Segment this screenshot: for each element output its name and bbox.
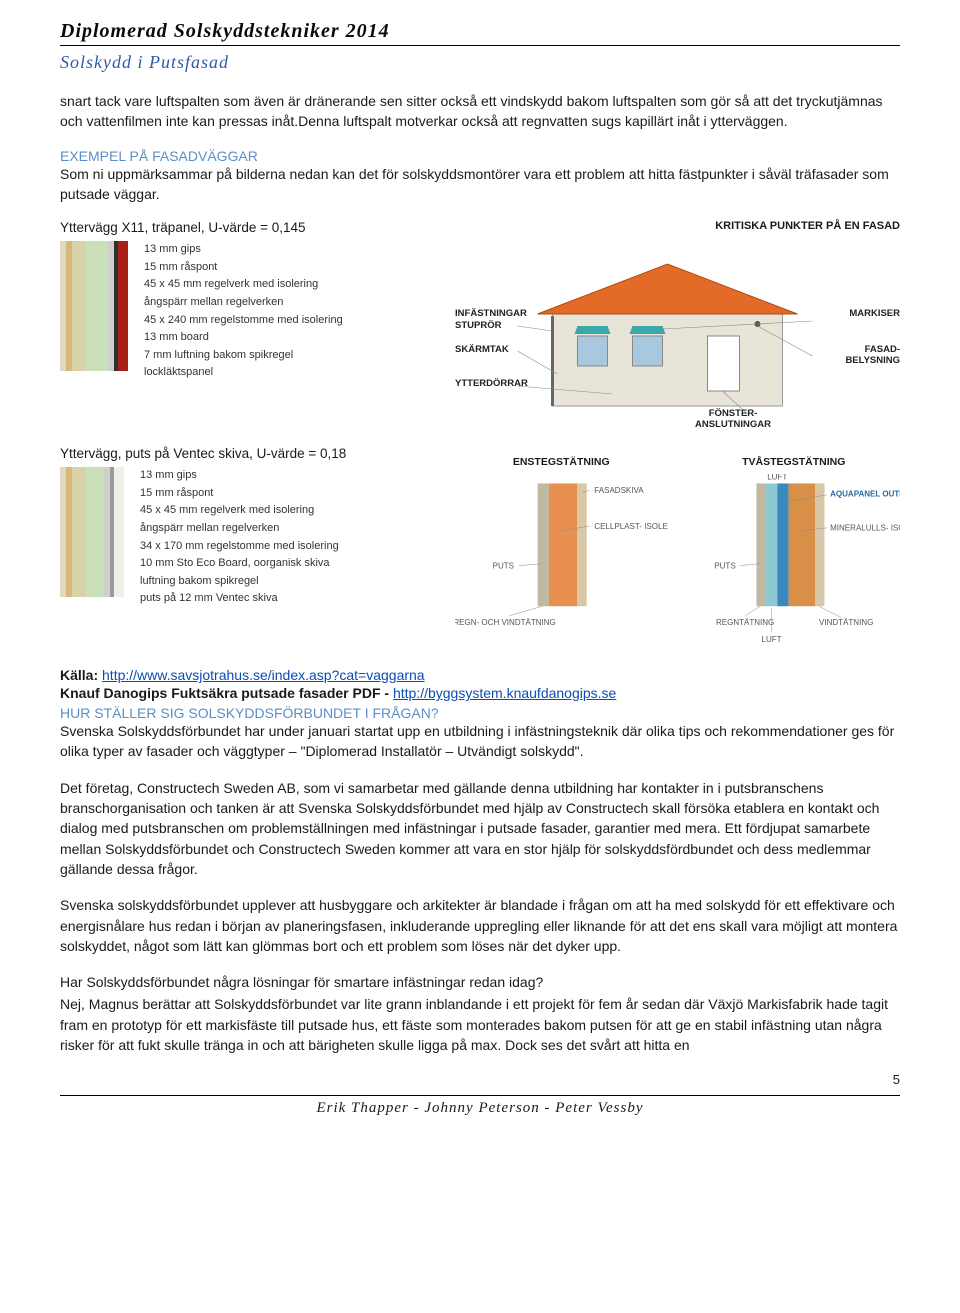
wall-layer-text: 13 mm gips — [144, 241, 343, 259]
house-diagram: KRITISKA PUNKTER PÅ EN FASAD INFÄSTNINGA — [455, 220, 900, 426]
source-kalla: Källa: http://www.savsjotrahus.se/index.… — [60, 667, 900, 683]
enstegs-title: ENSTEGSTÄTNING — [455, 456, 667, 468]
diagram-row-2: Yttervägg, puts på Ventec skiva, U-värde… — [60, 446, 900, 647]
kalla-link[interactable]: http://www.savsjotrahus.se/index.asp?cat… — [102, 667, 425, 683]
wall-layer-text: lockläktspanel — [144, 364, 343, 382]
tvastegs-svg: LUFT AQUAPANEL OUTDOOR MINERALULLS- ISOL… — [688, 474, 900, 644]
wall-layer-text: ångspärr mellan regelverken — [144, 294, 343, 312]
wall-layer-text: 10 mm Sto Eco Board, oorganisk skiva — [140, 555, 339, 573]
lbl-infastningar: INFÄSTNINGAR — [455, 308, 527, 319]
section2-q1: Har Solskyddsförbundet några lösningar f… — [60, 972, 900, 992]
page-subtitle: Solskydd i Putsfasad — [60, 52, 900, 73]
lbl-markiser: MARKISER — [849, 308, 900, 319]
wall-layer-text: luftning bakom spikregel — [140, 573, 339, 591]
wall-diagram-1: Yttervägg X11, träpanel, U-värde = 0,145… — [60, 220, 439, 382]
lbl-ytterdorrar: YTTERDÖRRAR — [455, 378, 528, 389]
svg-text:REGNTÄTNING: REGNTÄTNING — [715, 618, 773, 627]
lbl-stupror: STUPRÖR — [455, 320, 501, 331]
wall-layer-text: 15 mm råspont — [140, 485, 339, 503]
wall-diagram-2: Yttervägg, puts på Ventec skiva, U-värde… — [60, 446, 439, 608]
wall-layer-bar — [72, 467, 86, 597]
section2-p1: Svenska Solskyddsförbundet har under jan… — [60, 721, 900, 762]
intro-paragraph: snart tack vare luftspalten som även är … — [60, 91, 900, 132]
lbl-fonster: FÖNSTER- ANSLUTNINGAR — [695, 408, 771, 430]
page-title: Diplomerad Solskyddstekniker 2014 — [60, 20, 900, 46]
house-title: KRITISKA PUNKTER PÅ EN FASAD — [455, 220, 900, 232]
house-svg — [455, 236, 900, 426]
knauf-label: Knauf Danogips Fuktsäkra putsade fasader… — [60, 685, 393, 701]
wall-layer-text: 15 mm råspont — [144, 259, 343, 277]
wall-layer-text: 45 x 45 mm regelverk med isolering — [140, 502, 339, 520]
section2-p4: Nej, Magnus berättar att Solskyddsförbun… — [60, 994, 900, 1055]
wall-layer-bar — [118, 241, 128, 371]
svg-text:LUFT: LUFT — [761, 635, 781, 644]
wall1-bars — [60, 241, 128, 371]
wall1-layer-list: 13 mm gips15 mm råspont45 x 45 mm regelv… — [144, 241, 343, 382]
wall-layer-text: 45 x 45 mm regelverk med isolering — [144, 276, 343, 294]
wall-layer-text: 13 mm board — [144, 329, 343, 347]
wall2-bars — [60, 467, 124, 597]
example-heading: EXEMPEL PÅ FASADVÄGGAR — [60, 148, 900, 164]
enstegs-svg: FASADSKIVA CELLPLAST- ISOLERING PUTS REG… — [455, 474, 667, 644]
svg-text:PUTS: PUTS — [493, 562, 514, 571]
tvastegs-title: TVÅSTEGSTÄTNING — [688, 456, 900, 468]
wall-layer-text: 34 x 170 mm regelstomme med isolering — [140, 538, 339, 556]
svg-text:MINERALULLS- ISOLERING: MINERALULLS- ISOLERING — [830, 524, 900, 533]
svg-text:PUTS: PUTS — [714, 562, 735, 571]
svg-text:FASADSKIVA: FASADSKIVA — [594, 486, 644, 495]
wall-layer-text: puts på 12 mm Ventec skiva — [140, 590, 339, 608]
stratum-diagrams: ENSTEGSTÄTNING FASADSKIVA CELLPLAST- ISO… — [455, 446, 900, 647]
wall-layer-text: 45 x 240 mm regelstomme med isolering — [144, 312, 343, 330]
svg-text:CELLPLAST- ISOLERING: CELLPLAST- ISOLERING — [594, 522, 667, 531]
wall-layer-text: ångspärr mellan regelverken — [140, 520, 339, 538]
knauf-link[interactable]: http://byggsystem.knaufdanogips.se — [393, 685, 616, 701]
svg-text:AQUAPANEL OUTDOOR: AQUAPANEL OUTDOOR — [830, 490, 900, 499]
wall1-title: Yttervägg X11, träpanel, U-värde = 0,145 — [60, 220, 439, 235]
section2-p3: Svenska solskyddsförbundet upplever att … — [60, 895, 900, 956]
svg-text:REGN- OCH VINDTÄTNING: REGN- OCH VINDTÄTNING — [455, 618, 556, 627]
lbl-fasadbelysning: FASAD- BELYSNING — [845, 344, 900, 366]
wall-layer-text: 13 mm gips — [140, 467, 339, 485]
svg-text:VINDTÄTNING: VINDTÄTNING — [819, 618, 873, 627]
wall2-title: Yttervägg, puts på Ventec skiva, U-värde… — [60, 446, 439, 461]
wall-layer-bar — [86, 467, 104, 597]
example-text: Som ni uppmärksammar på bilderna nedan k… — [60, 164, 900, 205]
section2-p2: Det företag, Constructech Sweden AB, som… — [60, 778, 900, 879]
footer-authors: Erik Thapper - Johnny Peterson - Peter V… — [60, 1095, 900, 1117]
kalla-label: Källa: — [60, 667, 102, 683]
wall-layer-bar — [86, 241, 108, 371]
wall-layer-bar — [114, 467, 124, 597]
lbl-skarmtak: SKÄRMTAK — [455, 344, 509, 355]
diagram-row-1: Yttervägg X11, träpanel, U-värde = 0,145… — [60, 220, 900, 426]
wall2-layer-list: 13 mm gips15 mm råspont45 x 45 mm regelv… — [140, 467, 339, 608]
wall-layer-text: 7 mm luftning bakom spikregel — [144, 347, 343, 365]
wall-layer-bar — [72, 241, 86, 371]
section2-heading: HUR STÄLLER SIG SOLSKYDDSFÖRBUNDET I FRÅ… — [60, 705, 900, 721]
page-number: 5 — [893, 1072, 900, 1087]
source-knauf: Knauf Danogips Fuktsäkra putsade fasader… — [60, 685, 900, 701]
svg-text:LUFT: LUFT — [767, 474, 787, 482]
